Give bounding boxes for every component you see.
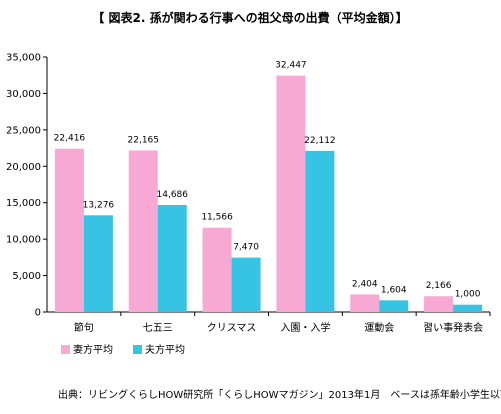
wife-side-data-label: 2,404 [352, 279, 378, 289]
wife-side-data-label: 22,416 [54, 134, 86, 144]
y-tick-label: 30,000 [6, 89, 41, 100]
legend-wife-label: 妻方平均 [73, 343, 113, 356]
x-category-label: 節句 [74, 321, 94, 334]
x-category-label: 習い事発表会 [423, 321, 483, 334]
husband-side-bar [157, 205, 187, 312]
bars [54, 75, 483, 312]
husband-side-data-label: 1,604 [381, 285, 407, 295]
wife-side-data-label: 11,566 [201, 213, 233, 223]
wife-side-bar [202, 227, 232, 312]
y-tick-label: 5,000 [12, 271, 41, 282]
husband-side-data-label: 14,686 [157, 190, 189, 200]
data-labels: 22,416 13,276 22,165 14,686 11,566 7,470 32,44… [54, 61, 481, 300]
wife-side-data-label: 2,166 [426, 281, 452, 291]
wife-side-bar [54, 148, 84, 312]
y-tick-label: 20,000 [6, 162, 41, 173]
husband-side-bar [379, 300, 409, 312]
husband-side-data-label: 13,276 [83, 200, 115, 210]
x-category-label: 運動会 [364, 321, 394, 334]
y-tick-label: 35,000 [6, 53, 41, 64]
husband-side-data-label: 7,470 [233, 243, 259, 253]
legend-husband-swatch [133, 345, 142, 354]
wife-side-bar [424, 296, 454, 312]
x-category-label: 入園・入学 [280, 321, 330, 334]
husband-side-bar [305, 150, 335, 312]
axes: 0 5,000 10,000 15,000 20,000 25,000 30,000 35,0… [6, 53, 491, 334]
wife-side-data-label: 32,447 [275, 61, 307, 71]
wife-side-bar [128, 150, 158, 312]
x-category-label: 七五三 [143, 322, 173, 334]
husband-side-bar [83, 215, 113, 312]
husband-side-bar [453, 304, 483, 312]
legend-wife-swatch [61, 345, 70, 354]
legend-husband-label: 夫方平均 [145, 343, 185, 356]
x-category-label: クリスマス [207, 322, 257, 334]
wife-side-bar [276, 75, 306, 312]
source-note: 出典：リビングくらしHOW研究所「くらしHOWマガジン」2013年1月 ベースは… [58, 388, 501, 401]
y-tick-label: 10,000 [6, 235, 41, 246]
husband-side-data-label: 1,000 [455, 290, 481, 300]
y-tick-label: 15,000 [6, 198, 41, 209]
husband-side-bar [231, 257, 261, 312]
husband-side-data-label: 22,112 [304, 136, 336, 146]
wife-side-data-label: 22,165 [128, 136, 160, 146]
chart-title: 【 図表2. 孫が関わる行事への祖父母の出費（平均金額）】 [92, 10, 407, 25]
y-tick-label: 0 [35, 308, 41, 319]
y-tick-label: 25,000 [6, 125, 41, 136]
wife-side-bar [350, 294, 380, 312]
legend: 妻方平均 夫方平均 [61, 343, 185, 356]
